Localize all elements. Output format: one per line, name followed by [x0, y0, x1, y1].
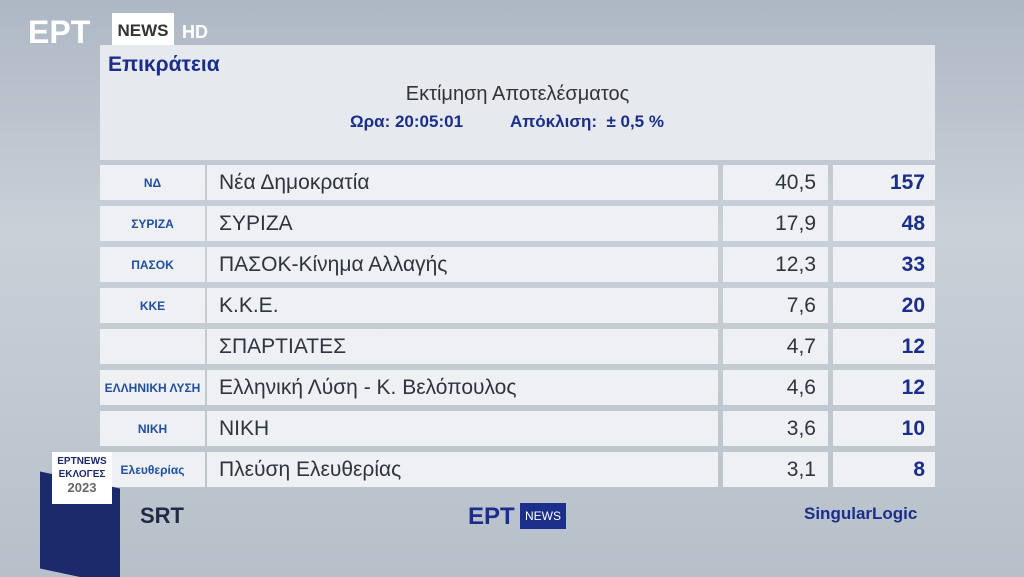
party-name: Κ.Κ.Ε. [207, 288, 718, 323]
ert-footer-logo: ΕΡΤ [468, 503, 515, 530]
party-logo: ΝΔ [100, 165, 205, 200]
seats: 12 [833, 329, 935, 364]
election-badge: ΕΡΤNEWS ΕΚΛΟΓΕΣ 2023 [52, 452, 112, 504]
party-logo [100, 329, 205, 364]
ert-logo: ΕΡΤ [28, 14, 91, 50]
seats: 157 [833, 165, 935, 200]
margin: Απόκλιση: ± 0,5 % [510, 112, 664, 131]
singular-logo: SingularLogic [804, 504, 918, 523]
vote-percent: 3,6 [723, 411, 828, 446]
party-name: Πλεύση Ελευθερίας [207, 452, 718, 487]
party-logo: ΝΙΚΗ [100, 411, 205, 446]
party-logo: ΕΛΛΗΝΙΚΗ ΛΥΣΗ [100, 370, 205, 405]
seats: 10 [833, 411, 935, 446]
badge-brand: ΕΡΤNEWS [57, 456, 107, 467]
party-logo: ΚΚΕ [100, 288, 205, 323]
badge-event: ΕΚΛΟΓΕΣ [58, 469, 106, 480]
seats: 12 [833, 370, 935, 405]
vote-percent: 17,9 [723, 206, 828, 241]
seats: 33 [833, 247, 935, 282]
ert-footer-news: NEWS [520, 503, 566, 529]
party-name: Ελληνική Λύση - Κ. Βελόπουλος [207, 370, 718, 405]
title: Εκτίμηση Αποτελέσματος [405, 83, 630, 105]
badge-year: 2023 [67, 480, 97, 495]
party-logo: ΠΑΣΟΚ [100, 247, 205, 282]
vote-percent: 4,6 [723, 370, 828, 405]
vote-percent: 12,3 [723, 247, 828, 282]
vote-percent: 4,7 [723, 329, 828, 364]
party-logo: Ελευθερίας [100, 452, 205, 487]
vote-percent: 7,6 [723, 288, 828, 323]
news-logo: NEWS [112, 13, 174, 49]
vote-percent: 3,1 [723, 452, 828, 487]
party-name: ΠΑΣΟΚ-Κίνημα Αλλαγής [207, 247, 718, 282]
seats: 48 [833, 206, 935, 241]
header-panel: Επικράτεια Εκτίμηση Αποτελέσματος Ωρα: 2… [100, 45, 935, 160]
region: Επικράτεια [108, 53, 220, 76]
vote-percent: 40,5 [723, 165, 828, 200]
party-name: ΣΠΑΡΤΙΑΤΕΣ [207, 329, 718, 364]
party-name: ΣΥΡΙΖΑ [207, 206, 718, 241]
seats: 8 [833, 452, 935, 487]
party-logo: ΣΥΡΙΖΑ [100, 206, 205, 241]
party-name: Νέα Δημοκρατία [207, 165, 718, 200]
seats: 20 [833, 288, 935, 323]
time: Ωρα: 20:05:01 [350, 112, 464, 131]
party-name: ΝΙΚΗ [207, 411, 718, 446]
srt-logo: SRT [140, 503, 184, 528]
hd-label: HD [182, 22, 208, 42]
